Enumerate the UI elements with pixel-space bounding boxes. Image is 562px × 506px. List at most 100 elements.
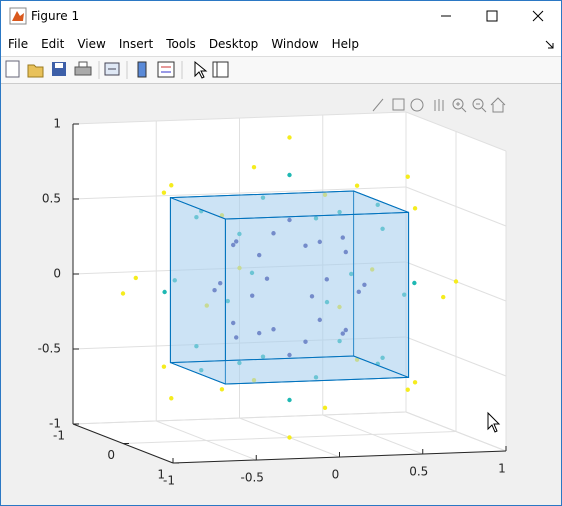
data-point xyxy=(260,354,266,359)
menu-bar: File Edit View Insert Tools Desktop Window Help xyxy=(1,32,561,57)
data-point xyxy=(199,367,204,373)
data-point xyxy=(120,291,126,296)
colorbar-button[interactable] xyxy=(137,61,147,78)
grid-line xyxy=(405,336,507,377)
datatip-button[interactable] xyxy=(392,98,405,111)
zoom-in-button[interactable] xyxy=(452,98,467,113)
data-point xyxy=(237,231,242,237)
data-point xyxy=(172,278,177,283)
data-point xyxy=(271,327,276,332)
minimize-button[interactable] xyxy=(423,1,469,32)
data-point xyxy=(251,377,257,383)
data-point xyxy=(204,303,209,308)
data-point xyxy=(264,276,270,281)
save-button[interactable] xyxy=(52,62,66,76)
data-point xyxy=(343,249,348,255)
data-point xyxy=(257,330,262,336)
rotate-button[interactable] xyxy=(410,98,424,112)
y-tick-label: 1 xyxy=(157,468,165,482)
open-button[interactable] xyxy=(27,64,44,78)
z-tick-label: -1 xyxy=(49,417,61,431)
zoom-out-button[interactable] xyxy=(472,98,487,113)
data-point xyxy=(453,279,459,284)
x-tick-label: 0.5 xyxy=(409,465,428,479)
brush-button[interactable] xyxy=(372,98,384,112)
data-point xyxy=(309,294,315,299)
cube-face xyxy=(169,196,226,385)
menu-item[interactable]: Window xyxy=(271,37,319,51)
data-point xyxy=(313,375,319,380)
grid-line xyxy=(72,336,407,350)
z-tick-label: 0.5 xyxy=(42,192,61,206)
data-point xyxy=(340,331,345,336)
data-point xyxy=(231,320,236,326)
menu-item[interactable]: Edit xyxy=(41,37,65,51)
maximize-button[interactable] xyxy=(469,1,515,32)
grid-line xyxy=(72,186,407,200)
grid-line xyxy=(405,186,507,227)
data-point xyxy=(234,335,239,340)
data-point xyxy=(271,231,276,236)
legend-button[interactable] xyxy=(157,61,175,78)
close-button[interactable] xyxy=(515,1,561,32)
pointer-button[interactable] xyxy=(194,60,208,79)
data-point xyxy=(317,317,322,323)
grid-line xyxy=(405,111,507,152)
data-point xyxy=(161,190,167,195)
link-button[interactable] xyxy=(104,62,120,76)
axes-area: -1 -0.5 0 0.5 1-101-1-0.500.51 xyxy=(38,97,507,488)
data-point xyxy=(322,405,328,411)
home-button[interactable] xyxy=(490,97,506,113)
new-button[interactable] xyxy=(5,60,20,78)
data-point xyxy=(257,252,262,258)
x-tick-label: -0.5 xyxy=(241,471,264,485)
chart: -1 -0.5 0 0.5 1-101-1-0.500.51 xyxy=(38,111,507,488)
data-point xyxy=(287,217,292,223)
data-point xyxy=(343,327,348,333)
data-point xyxy=(370,267,375,272)
data-point xyxy=(303,243,308,248)
x-tick-label: -1 xyxy=(163,474,175,488)
data-point xyxy=(251,164,257,170)
menu-item[interactable]: Tools xyxy=(166,37,196,51)
menu-item[interactable]: File xyxy=(8,37,29,51)
print-button[interactable] xyxy=(74,61,92,76)
menu-item[interactable]: View xyxy=(77,37,106,51)
data-point xyxy=(412,280,417,286)
menu-item[interactable]: Desktop xyxy=(208,37,259,51)
pan-button[interactable] xyxy=(434,99,444,111)
data-point xyxy=(356,289,361,295)
data-point xyxy=(337,209,342,215)
data-point xyxy=(287,435,292,440)
data-point xyxy=(169,396,174,401)
data-point xyxy=(219,387,225,392)
property-button[interactable] xyxy=(212,61,229,78)
data-point xyxy=(218,280,223,286)
data-point xyxy=(317,239,322,245)
cube-face xyxy=(170,355,409,385)
data-point xyxy=(405,387,410,392)
data-point xyxy=(313,216,319,221)
data-point xyxy=(441,294,446,300)
data-point xyxy=(380,226,385,232)
data-point xyxy=(194,343,199,349)
data-point xyxy=(234,239,239,244)
data-point xyxy=(194,214,199,220)
data-point xyxy=(412,380,418,385)
title-bar: Figure 1 xyxy=(1,1,561,32)
data-point xyxy=(402,292,407,297)
grid-line xyxy=(72,411,407,425)
dock-arrow[interactable] xyxy=(545,40,555,50)
cube-face xyxy=(170,190,409,220)
menu-item[interactable]: Insert xyxy=(118,37,154,51)
y-tick-label: -1 xyxy=(53,429,65,443)
data-point xyxy=(249,270,255,276)
app-icon xyxy=(9,7,27,25)
menu-item[interactable]: Help xyxy=(331,37,359,51)
data-point xyxy=(324,299,330,305)
data-point xyxy=(162,289,167,295)
data-point xyxy=(337,338,342,344)
toolbar xyxy=(1,57,561,84)
data-point xyxy=(287,172,292,178)
